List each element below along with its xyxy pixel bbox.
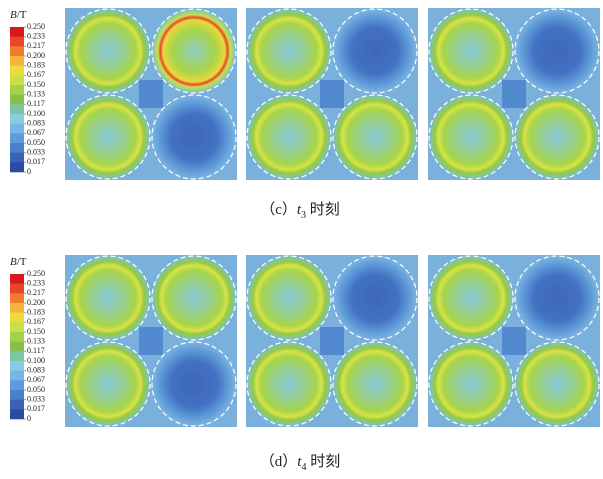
contour-panel (246, 255, 418, 427)
caption-text: 时刻 (306, 201, 340, 218)
colorbar-tick-label: 0.167 (27, 70, 45, 79)
colorbar-band (10, 27, 24, 37)
colorbar-band (10, 162, 24, 172)
colorbar-tick-label: 0.183 (27, 61, 45, 70)
colorbar-tick-label: 0.083 (27, 366, 45, 375)
colorbar-band (10, 153, 24, 163)
colorbar-tick-label: 0.233 (27, 279, 45, 288)
colorbar-band (10, 322, 24, 332)
contour-panel (65, 8, 237, 180)
colorbar-title-unit: /T (17, 256, 27, 268)
colorbar-tick-label: 0.133 (27, 90, 45, 99)
colorbar-band (10, 293, 24, 303)
colorbar-tick-label: 0.033 (27, 148, 45, 157)
colorbar-band (10, 361, 24, 371)
caption: （d）t4 时刻 (260, 453, 340, 473)
colorbar-band (10, 303, 24, 313)
caption-label: （c） (260, 201, 297, 218)
contour-panel (65, 255, 237, 427)
colorbar-tick-label: 0.167 (27, 317, 45, 326)
panel-patch (139, 327, 163, 355)
colorbar-band (10, 409, 24, 419)
colorbar-tick-label: 0.050 (27, 385, 45, 394)
figure: B/T0.2500.2330.2170.2000.1830.1670.1500.… (0, 0, 603, 479)
colorbar-tick-label: 0.100 (27, 356, 45, 365)
figure-row: B/T0.2500.2330.2170.2000.1830.1670.1500.… (10, 255, 600, 473)
panel-patch (502, 327, 526, 355)
colorbar-title-unit: /T (17, 9, 27, 21)
colorbar-band (10, 284, 24, 294)
colorbar-tick-label: 0.217 (27, 41, 45, 50)
colorbar-title: B/T (10, 256, 27, 268)
caption-text: 时刻 (306, 453, 340, 470)
caption: （c）t3 时刻 (260, 201, 340, 221)
colorbar-tick-label: 0.200 (27, 51, 45, 60)
colorbar-tick-label: 0 (27, 167, 31, 176)
colorbar-tick-label: 0.050 (27, 138, 45, 147)
colorbar-tick-label: 0.250 (27, 269, 45, 278)
colorbar-band (10, 380, 24, 390)
colorbar-band (10, 56, 24, 66)
contour-panel (428, 255, 600, 427)
colorbar-tick-label: 0.217 (27, 288, 45, 297)
colorbar-tick-label: 0.133 (27, 337, 45, 346)
colorbar-band (10, 313, 24, 323)
colorbar-tick-label: 0.117 (27, 99, 45, 108)
contour-panel (246, 8, 418, 180)
colorbar-tick-label: 0.083 (27, 119, 45, 128)
colorbar-band (10, 274, 24, 284)
colorbar-band (10, 351, 24, 361)
colorbar-band (10, 342, 24, 352)
colorbar-tick-label: 0.017 (27, 404, 45, 413)
panel-patch (502, 80, 526, 108)
colorbar-band (10, 143, 24, 153)
figure-row: B/T0.2500.2330.2170.2000.1830.1670.1500.… (10, 8, 600, 221)
colorbar-tick-label: 0.150 (27, 80, 45, 89)
caption-label: （d） (260, 453, 298, 470)
colorbar-band (10, 104, 24, 114)
colorbar-band (10, 46, 24, 56)
colorbar-tick-label: 0.100 (27, 109, 45, 118)
colorbar-band (10, 133, 24, 143)
colorbar-band (10, 114, 24, 124)
colorbar-tick-label: 0.250 (27, 22, 45, 31)
colorbar-tick-label: 0.150 (27, 327, 45, 336)
colorbar-band (10, 75, 24, 85)
colorbar-title: B/T (10, 9, 27, 21)
colorbar-tick-label: 0.033 (27, 395, 45, 404)
contour-panel (428, 8, 600, 180)
colorbar-band (10, 95, 24, 105)
colorbar-tick-label: 0.067 (27, 128, 45, 137)
colorbar-tick-label: 0 (27, 414, 31, 423)
colorbar-band (10, 390, 24, 400)
colorbar-tick-label: 0.200 (27, 298, 45, 307)
panel-patch (320, 80, 344, 108)
colorbar-tick-label: 0.017 (27, 157, 45, 166)
colorbar-band (10, 124, 24, 134)
panel-patch (320, 327, 344, 355)
colorbar-tick-label: 0.183 (27, 308, 45, 317)
colorbar-band (10, 332, 24, 342)
colorbar-tick-label: 0.233 (27, 32, 45, 41)
colorbar-band (10, 37, 24, 47)
colorbar-band (10, 66, 24, 76)
colorbar-tick-label: 0.067 (27, 375, 45, 384)
colorbar-band (10, 85, 24, 95)
panel-patch (139, 80, 163, 108)
colorbar-band (10, 400, 24, 410)
colorbar-tick-label: 0.117 (27, 346, 45, 355)
colorbar-band (10, 371, 24, 381)
